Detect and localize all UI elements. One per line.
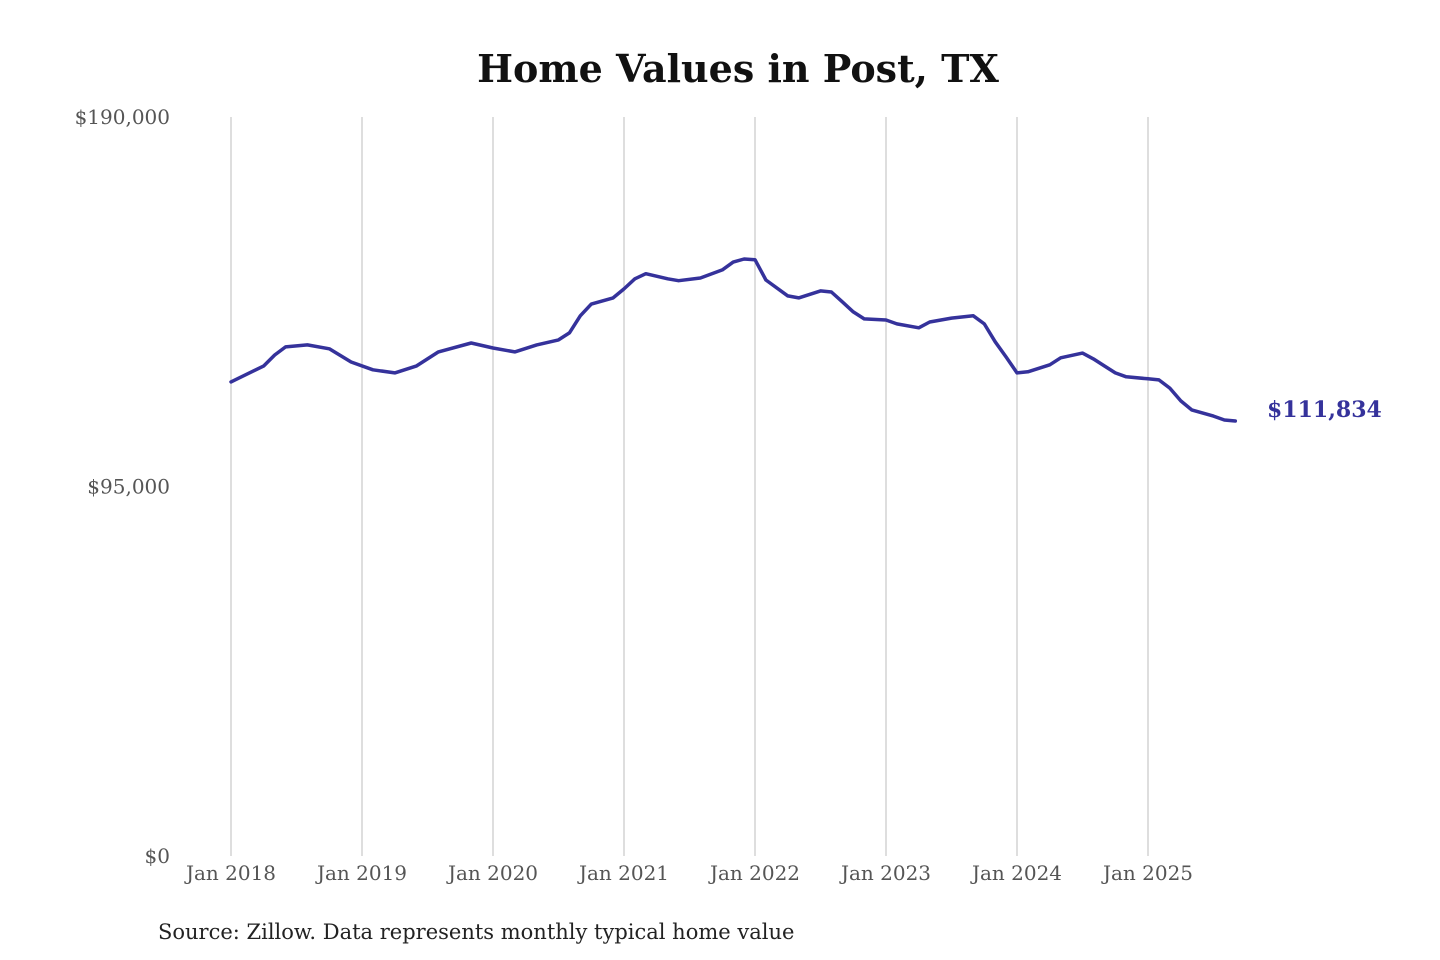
- x-tick-label: Jan 2021: [577, 861, 669, 885]
- x-tick-label: Jan 2025: [1101, 861, 1193, 885]
- x-tick-label: Jan 2019: [315, 861, 407, 885]
- end-value-label: $111,834: [1267, 397, 1382, 423]
- y-axis: $0 $95,000 $190,000: [75, 105, 170, 868]
- y-tick-label: $0: [145, 844, 170, 868]
- series-line: [229, 257, 1238, 423]
- source-note: Source: Zillow. Data represents monthly …: [158, 920, 794, 944]
- x-tick-label: Jan 2024: [970, 861, 1062, 885]
- x-tick-label: Jan 2023: [839, 861, 931, 885]
- chart-title: Home Values in Post, TX: [477, 46, 999, 91]
- y-tick-label: $95,000: [87, 475, 170, 499]
- y-tick-label: $190,000: [75, 105, 170, 129]
- gridlines: [230, 117, 1149, 856]
- x-axis: Jan 2018 Jan 2019 Jan 2020 Jan 2021 Jan 2022…: [184, 861, 1193, 885]
- x-tick-label: Jan 2018: [184, 861, 276, 885]
- x-tick-label: Jan 2020: [446, 861, 538, 885]
- x-tick-label: Jan 2022: [708, 861, 800, 885]
